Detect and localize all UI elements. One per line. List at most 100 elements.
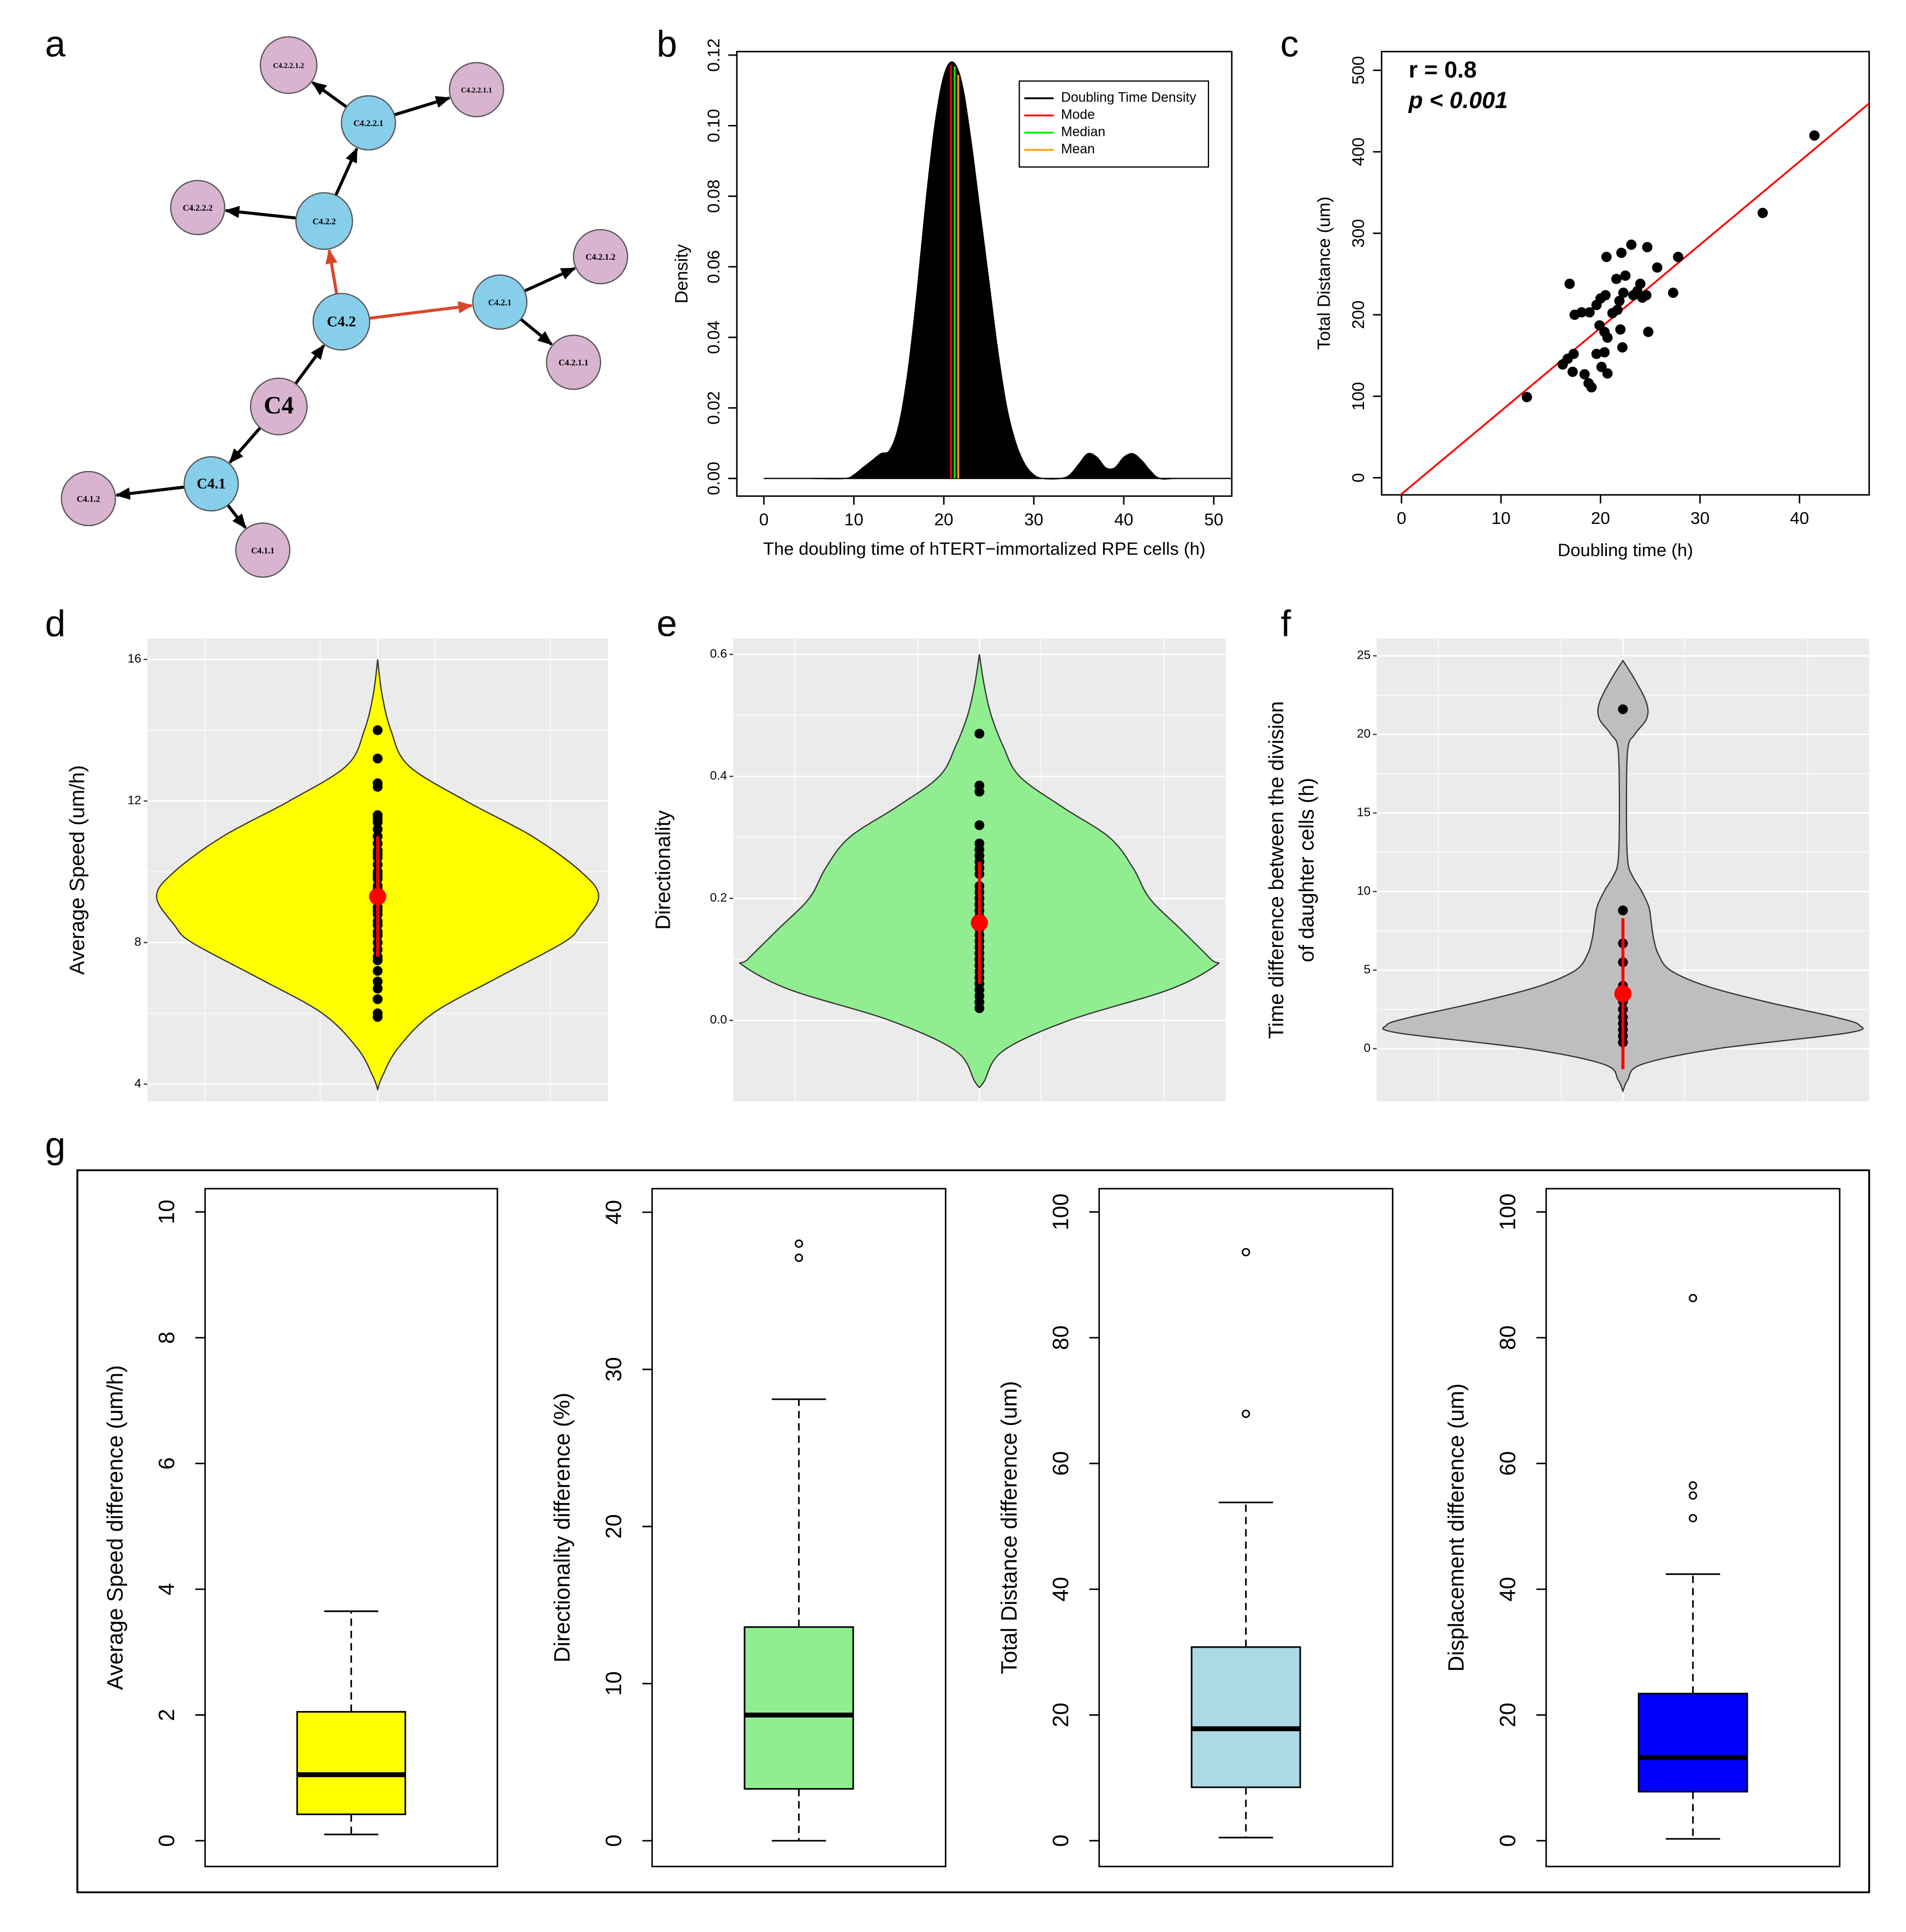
box	[1637, 1692, 1748, 1793]
x-axis-title: Doubling time (h)	[1558, 540, 1693, 560]
node	[183, 456, 239, 512]
point	[372, 817, 383, 827]
y-tick-label: 80	[1495, 1326, 1520, 1350]
point	[1591, 348, 1602, 359]
point	[1586, 382, 1597, 393]
y-axis-title: Total Distance difference (um)	[996, 1381, 1021, 1674]
node	[295, 192, 353, 250]
point	[1579, 369, 1590, 380]
point	[372, 725, 383, 735]
y-tick-label: 5	[1363, 962, 1371, 976]
panel-g-frame	[76, 1169, 1871, 1893]
y-axis-title: Displacement difference (um)	[1443, 1384, 1468, 1672]
y-tick-label: 25	[1357, 648, 1371, 662]
point	[1635, 278, 1646, 289]
annotation: p < 0.001	[1408, 87, 1508, 114]
point	[1564, 278, 1575, 289]
node-label: C4.2.2	[313, 217, 336, 226]
outlier	[794, 1254, 803, 1262]
point	[1611, 273, 1622, 284]
outlier	[1688, 1481, 1697, 1490]
mean-point	[1614, 985, 1632, 1003]
annotation: r = 0.8	[1409, 57, 1477, 83]
point	[1584, 307, 1595, 318]
y-tick-label: 100	[1048, 1194, 1073, 1231]
y-tick-label: 0.12	[704, 38, 723, 71]
y-tick-label: 0.4	[710, 769, 727, 783]
y-axis-title: Average Speed (um/h)	[65, 765, 89, 975]
node-label: C4.2.1.2	[586, 253, 616, 262]
outlier	[1688, 1293, 1697, 1303]
node-label: C4.2.1	[488, 298, 511, 307]
node	[312, 293, 371, 351]
y-tick-label: 4	[154, 1583, 179, 1596]
point	[1667, 288, 1678, 298]
point	[1616, 247, 1627, 258]
point	[1596, 361, 1607, 372]
plot-frame	[651, 1188, 946, 1868]
y-tick-label: 0	[1048, 1835, 1073, 1847]
outlier	[794, 1239, 803, 1248]
node	[61, 470, 116, 527]
box	[296, 1711, 407, 1815]
point	[1618, 288, 1629, 298]
y-tick-label: 0.02	[704, 391, 723, 425]
node	[341, 95, 396, 151]
point	[1576, 307, 1587, 318]
edge	[334, 147, 359, 196]
outlier	[1688, 1514, 1697, 1523]
edge	[224, 206, 296, 220]
point	[372, 824, 383, 834]
x-tick-label: 10	[844, 509, 863, 529]
y-tick-label: 16	[128, 652, 141, 665]
point	[1615, 324, 1626, 335]
y-axis-title: Average Speed difference (um/h)	[102, 1365, 127, 1690]
y-tick-label: 20	[1495, 1703, 1520, 1727]
y-tick-label: 0	[601, 1835, 626, 1847]
x-tick-label: 30	[1690, 508, 1710, 528]
y-tick-label: 0.06	[704, 250, 723, 283]
y-tick-label: 400	[1348, 138, 1368, 166]
point	[1618, 704, 1628, 714]
point	[372, 976, 383, 987]
edge	[227, 504, 247, 529]
y-tick-label: 0	[154, 1835, 179, 1847]
y-tick-label: 10	[601, 1671, 626, 1696]
edge	[520, 318, 553, 346]
y-tick-label: 2	[154, 1709, 179, 1721]
x-tick-label: 40	[1790, 508, 1809, 528]
x-tick-label: 10	[1491, 508, 1510, 528]
point	[1600, 290, 1611, 301]
y-tick-label: 40	[1048, 1577, 1073, 1601]
plot-frame	[1545, 1188, 1841, 1868]
y-tick-label: 40	[601, 1200, 626, 1225]
y-axis-title: Density	[671, 244, 692, 303]
x-tick-label: 40	[1114, 509, 1133, 529]
panel-letter: f	[1280, 603, 1291, 644]
legend-label: Doubling Time Density	[1061, 91, 1196, 105]
point	[1618, 905, 1628, 916]
plot-frame	[1380, 51, 1870, 496]
legend-label: Mode	[1061, 108, 1095, 122]
node-label: C4.1	[196, 475, 225, 492]
node	[259, 36, 318, 94]
point	[1641, 290, 1652, 301]
node	[449, 62, 504, 117]
y-axis-title: Directionality difference (%)	[549, 1393, 574, 1662]
box	[1190, 1646, 1301, 1788]
y-tick-label: 0.08	[704, 180, 723, 213]
legend-label: Mean	[1061, 142, 1095, 157]
y-tick-label: 20	[601, 1514, 626, 1539]
point	[974, 820, 985, 830]
y-tick-label: 0.04	[704, 320, 723, 354]
y-tick-label: 0.0	[710, 1013, 727, 1027]
fit-line	[1399, 103, 1869, 495]
node-label: C4	[264, 391, 294, 419]
y-axis-title: Total Distance (um)	[1313, 196, 1333, 350]
point	[1809, 130, 1820, 141]
point	[372, 955, 383, 965]
y-tick-label: 20	[1357, 727, 1371, 741]
y-tick-label: 60	[1048, 1451, 1073, 1476]
node-label: C4.2.2.1.1	[461, 86, 492, 94]
